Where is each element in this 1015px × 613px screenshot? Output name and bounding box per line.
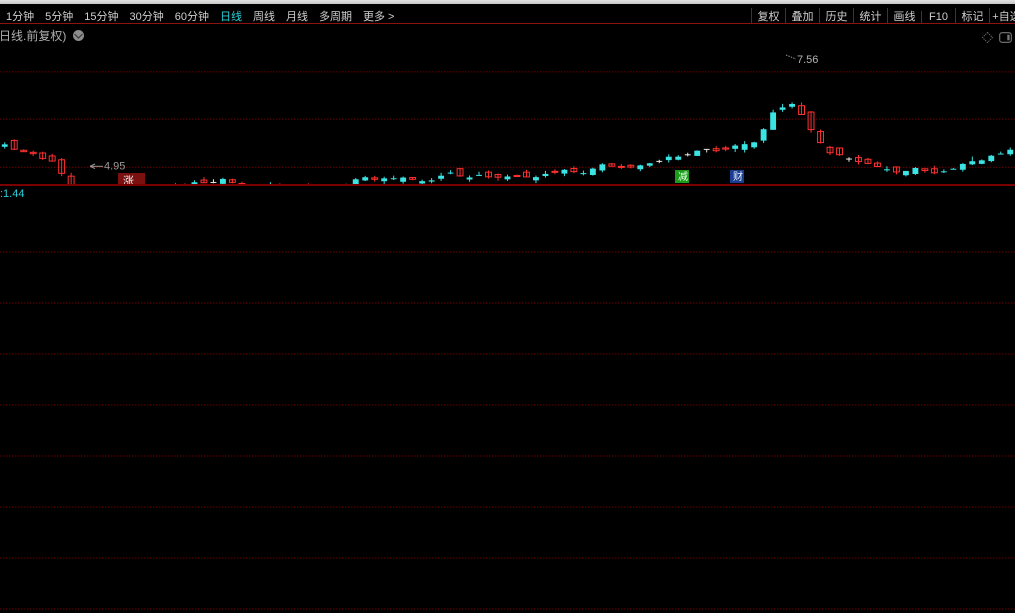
svg-text:财: 财 [733,170,743,183]
svg-text:7.56: 7.56 [797,54,818,66]
svg-text:减: 减 [678,171,688,183]
svg-text:4.95: 4.95 [104,161,125,173]
